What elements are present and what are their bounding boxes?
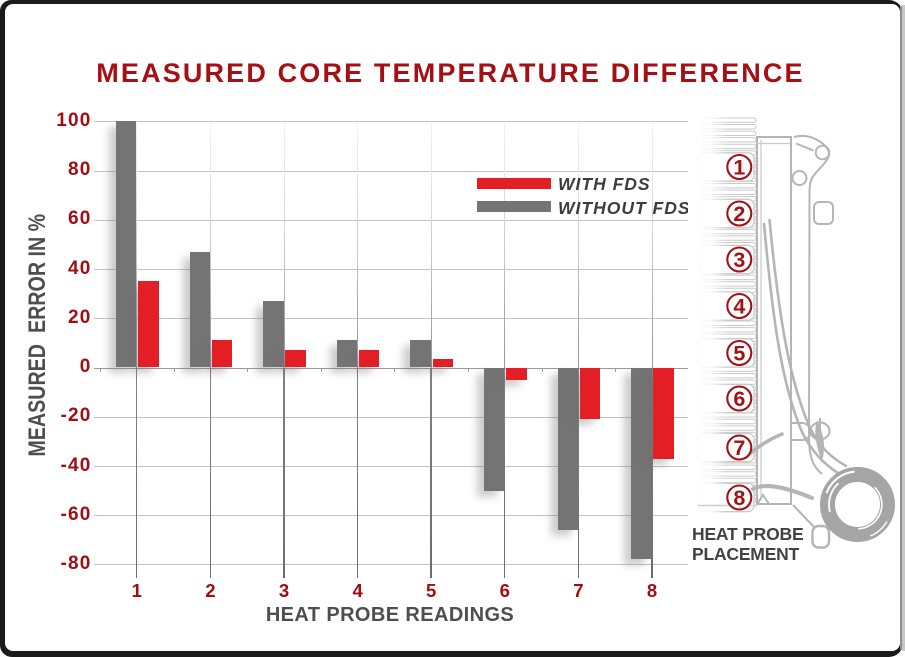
- svg-text:4: 4: [733, 295, 745, 319]
- svg-text:3: 3: [733, 248, 745, 272]
- svg-text:5: 5: [733, 342, 745, 366]
- svg-text:8: 8: [733, 486, 745, 510]
- svg-text:7: 7: [733, 436, 745, 460]
- svg-text:6: 6: [733, 387, 745, 411]
- svg-text:2: 2: [733, 202, 745, 226]
- svg-text:1: 1: [733, 156, 745, 180]
